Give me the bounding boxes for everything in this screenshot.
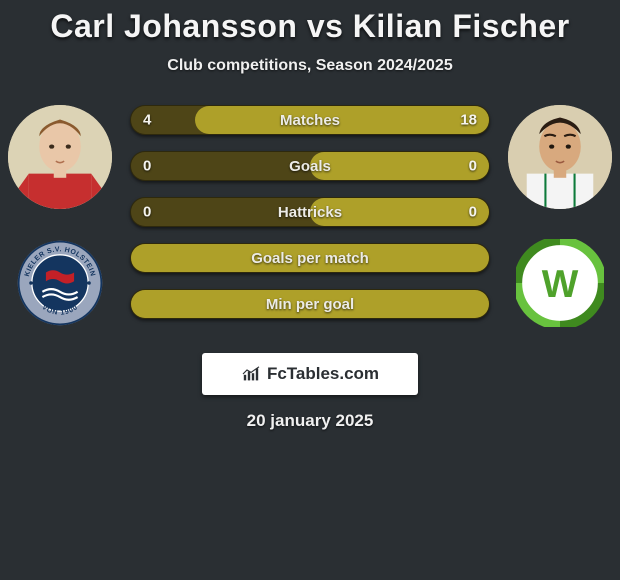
stat-value-left: 0 <box>143 158 151 175</box>
date-text: 20 january 2025 <box>0 411 620 431</box>
branding-box: FcTables.com <box>202 353 418 395</box>
comparison-card: Carl Johansson vs Kilian Fischer Club co… <box>0 0 620 431</box>
stat-row: 0 0 Goals <box>130 151 490 181</box>
branding-text: FcTables.com <box>267 364 379 384</box>
club-left-badge: KIELER S.V. HOLSTEIN VON 1900 <box>16 239 104 327</box>
stat-value-right: 18 <box>460 112 477 129</box>
stat-row: 4 18 Matches <box>130 105 490 135</box>
player-right-avatar <box>508 105 612 209</box>
stat-value-right: 0 <box>469 204 477 221</box>
chart-icon <box>241 366 261 382</box>
stat-fill-right <box>195 106 489 134</box>
stat-row: Min per goal <box>130 289 490 319</box>
player-left-avatar <box>8 105 112 209</box>
stat-label: Matches <box>280 112 340 129</box>
stat-bars: 4 18 Matches 0 0 Goals 0 0 Hattricks Goals per ma… <box>130 105 490 319</box>
page-title: Carl Johansson vs Kilian Fischer <box>0 8 620 45</box>
stat-row: Goals per match <box>130 243 490 273</box>
stat-value-left: 4 <box>143 112 151 129</box>
svg-text:W: W <box>542 263 579 306</box>
stat-value-left: 0 <box>143 204 151 221</box>
stat-value-right: 0 <box>469 158 477 175</box>
club-right-badge: W <box>516 239 604 327</box>
stat-row: 0 0 Hattricks <box>130 197 490 227</box>
stat-label: Goals <box>289 158 331 175</box>
stat-label: Goals per match <box>251 250 369 267</box>
stat-fill-right <box>310 152 489 180</box>
subtitle: Club competitions, Season 2024/2025 <box>0 57 620 75</box>
stat-label: Hattricks <box>278 204 342 221</box>
stat-label: Min per goal <box>266 296 354 313</box>
stats-area: KIELER S.V. HOLSTEIN VON 1900 <box>0 105 620 335</box>
